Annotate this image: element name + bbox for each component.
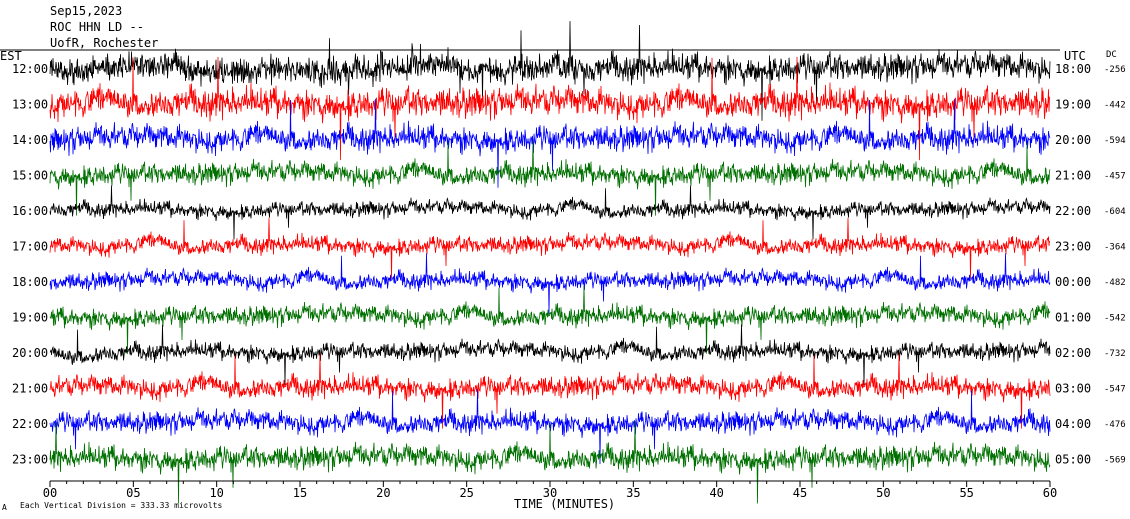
trace-1200 [49, 21, 1051, 121]
x-tick-label: 30 [543, 486, 557, 500]
utc-hour-label: 18:00 [1055, 62, 1091, 76]
corner-mark: A [2, 503, 7, 512]
est-hour-label: 19:00 [12, 311, 48, 325]
utc-hour-label: 00:00 [1055, 275, 1091, 289]
x-tick-label: 15 [293, 486, 307, 500]
trace-1900 [49, 285, 1051, 355]
est-hour-label: 16:00 [12, 204, 48, 218]
dc-value: -457 [1104, 172, 1126, 182]
traces [49, 21, 1051, 504]
utc-hour-label: 19:00 [1055, 98, 1091, 112]
scale-footer: Each Vertical Division = 333.33 microvol… [20, 501, 222, 510]
utc-hour-label: 04:00 [1055, 417, 1091, 431]
dc-value: -256 [1104, 65, 1126, 75]
x-tick-label: 00 [43, 486, 57, 500]
right-zone-label: UTC [1064, 49, 1086, 63]
dc-value: -594 [1104, 136, 1126, 146]
utc-hour-label: 02:00 [1055, 346, 1091, 360]
header-place: UofR, Rochester [50, 36, 158, 50]
trace-1400 [49, 98, 1051, 188]
x-tick-label: 10 [209, 486, 223, 500]
trace-2000 [49, 324, 1051, 386]
row-labels: 12:00 18:00 -256 13:00 19:00 -442 14:00 20:00 -5… [12, 62, 1126, 467]
utc-hour-label: 03:00 [1055, 382, 1091, 396]
dc-value: -476 [1104, 420, 1126, 430]
dc-value: -547 [1104, 385, 1126, 395]
trace-2100 [49, 353, 1051, 429]
x-tick-label: 25 [459, 486, 473, 500]
x-tick-label: 20 [376, 486, 390, 500]
trace-2300 [49, 421, 1051, 504]
est-hour-label: 18:00 [12, 275, 48, 289]
utc-hour-label: 01:00 [1055, 311, 1091, 325]
utc-hour-label: 05:00 [1055, 453, 1091, 467]
dc-header: DC [1106, 50, 1117, 60]
est-hour-label: 20:00 [12, 346, 48, 360]
x-tick-label: 05 [126, 486, 140, 500]
est-hour-label: 17:00 [12, 240, 48, 254]
header-station: ROC HHN LD -- [50, 20, 144, 34]
trace-1600 [49, 185, 1051, 240]
x-tick-label: 55 [959, 486, 973, 500]
dc-value: -542 [1104, 314, 1126, 324]
utc-hour-label: 21:00 [1055, 169, 1091, 183]
trace-1300 [49, 56, 1051, 161]
trace-1700 [49, 217, 1051, 279]
est-hour-label: 13:00 [12, 98, 48, 112]
x-tick-label: 50 [876, 486, 890, 500]
utc-hour-label: 22:00 [1055, 204, 1091, 218]
left-zone-label: EST [0, 49, 22, 63]
dc-value: -442 [1104, 101, 1126, 111]
est-hour-label: 14:00 [12, 133, 48, 147]
x-axis-ticks: 00 05 10 15 20 25 30 35 40 45 50 55 60 [43, 481, 1057, 500]
trace-2200 [49, 389, 1051, 465]
dc-value: -482 [1104, 278, 1126, 288]
dc-value: -604 [1104, 207, 1126, 217]
x-tick-label: 40 [709, 486, 723, 500]
est-hour-label: 23:00 [12, 453, 48, 467]
est-hour-label: 21:00 [12, 382, 48, 396]
x-axis-title: TIME (MINUTES) [514, 497, 615, 511]
header-date: Sep15,2023 [50, 4, 122, 18]
dc-value: -732 [1104, 349, 1126, 359]
utc-hour-label: 23:00 [1055, 240, 1091, 254]
est-hour-label: 15:00 [12, 169, 48, 183]
dc-value: -364 [1104, 243, 1126, 253]
est-hour-label: 12:00 [12, 62, 48, 76]
trace-1800 [49, 253, 1051, 315]
x-tick-label: 45 [793, 486, 807, 500]
dc-value: -569 [1104, 456, 1126, 466]
utc-hour-label: 20:00 [1055, 133, 1091, 147]
x-tick-label: 60 [1043, 486, 1057, 500]
x-tick-label: 35 [626, 486, 640, 500]
est-hour-label: 22:00 [12, 417, 48, 431]
trace-1500 [49, 140, 1051, 216]
